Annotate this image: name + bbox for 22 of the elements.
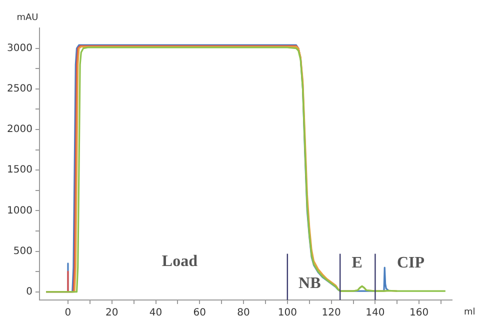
x-tick-label: 120	[322, 308, 341, 319]
y-tick-label: 500	[13, 246, 32, 257]
x-tick-label: 0	[64, 308, 72, 319]
y-tick-label: 3000	[6, 42, 32, 54]
annotation: Load	[162, 253, 198, 270]
x-tick-label: 80	[237, 308, 250, 319]
y-tick-label: 2000	[6, 124, 32, 136]
y-tick-label: 0	[26, 286, 32, 298]
annotation: E	[352, 254, 362, 272]
x-axis-title: ml	[464, 307, 476, 318]
annotation: NB	[298, 274, 322, 292]
y-tick-label: 1000	[6, 205, 32, 216]
x-tick-label: 100	[278, 308, 297, 319]
x-tick-label: 20	[106, 308, 118, 319]
x-tick-label: 60	[193, 308, 206, 319]
y-tick-label: 2500	[6, 83, 32, 94]
y-axis-title: mAU	[16, 12, 38, 23]
x-tick-label: 140	[366, 308, 385, 319]
annotation: CIP	[396, 254, 425, 272]
y-tick-label: 1500	[6, 164, 32, 176]
x-tick-label: 40	[149, 308, 162, 319]
x-tick-label: 160	[410, 308, 429, 319]
